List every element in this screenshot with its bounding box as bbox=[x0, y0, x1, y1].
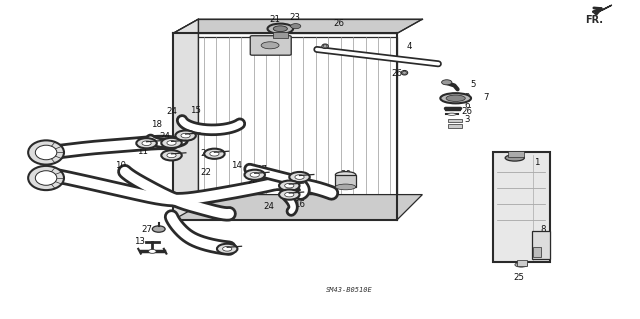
Bar bbox=[517, 260, 527, 266]
Circle shape bbox=[181, 133, 190, 138]
Circle shape bbox=[148, 249, 156, 253]
Bar bbox=[335, 175, 356, 187]
Ellipse shape bbox=[505, 155, 524, 161]
Bar bbox=[533, 247, 541, 257]
Circle shape bbox=[210, 152, 219, 156]
Text: 24: 24 bbox=[247, 177, 259, 186]
Text: 21: 21 bbox=[269, 15, 281, 24]
Circle shape bbox=[167, 153, 176, 158]
Ellipse shape bbox=[335, 172, 356, 178]
Bar bbox=[508, 151, 524, 157]
Circle shape bbox=[204, 149, 225, 159]
Circle shape bbox=[285, 183, 294, 188]
Ellipse shape bbox=[35, 171, 57, 185]
Circle shape bbox=[223, 247, 232, 251]
Text: 10: 10 bbox=[115, 161, 126, 170]
Polygon shape bbox=[173, 195, 422, 220]
Circle shape bbox=[291, 24, 301, 29]
Bar bbox=[448, 124, 462, 128]
Text: 12: 12 bbox=[31, 174, 43, 183]
Text: FR.: FR. bbox=[585, 15, 603, 25]
Ellipse shape bbox=[268, 24, 293, 34]
Text: 18: 18 bbox=[151, 120, 163, 129]
Text: 16: 16 bbox=[294, 200, 305, 209]
Circle shape bbox=[217, 244, 237, 254]
Text: 24: 24 bbox=[166, 107, 177, 116]
Text: 5: 5 bbox=[471, 80, 476, 89]
Circle shape bbox=[142, 141, 151, 145]
FancyBboxPatch shape bbox=[250, 36, 291, 55]
Text: 17: 17 bbox=[255, 165, 267, 174]
Circle shape bbox=[250, 173, 259, 177]
Text: 24: 24 bbox=[263, 202, 275, 211]
Text: 25: 25 bbox=[513, 273, 524, 282]
Ellipse shape bbox=[322, 44, 328, 48]
Ellipse shape bbox=[35, 145, 57, 160]
Text: 7: 7 bbox=[484, 93, 489, 102]
Circle shape bbox=[136, 138, 157, 148]
Text: 26: 26 bbox=[333, 19, 345, 28]
Text: 2: 2 bbox=[465, 93, 470, 102]
Circle shape bbox=[244, 170, 265, 180]
Text: 4: 4 bbox=[407, 42, 412, 51]
Polygon shape bbox=[594, 5, 612, 14]
Text: 9: 9 bbox=[92, 145, 97, 154]
Circle shape bbox=[442, 80, 452, 85]
Text: 27: 27 bbox=[141, 225, 153, 234]
Text: 15: 15 bbox=[189, 106, 201, 115]
Text: 13: 13 bbox=[134, 237, 145, 246]
Polygon shape bbox=[173, 19, 198, 220]
Text: 11: 11 bbox=[136, 147, 148, 156]
Bar bbox=[173, 37, 397, 209]
Circle shape bbox=[295, 175, 304, 179]
Text: 26: 26 bbox=[461, 107, 473, 116]
Circle shape bbox=[152, 226, 165, 232]
Bar bbox=[532, 231, 550, 259]
Ellipse shape bbox=[515, 263, 527, 267]
Ellipse shape bbox=[323, 45, 327, 48]
Ellipse shape bbox=[261, 42, 279, 49]
Ellipse shape bbox=[401, 70, 408, 75]
Circle shape bbox=[175, 130, 196, 141]
Circle shape bbox=[167, 141, 176, 145]
Ellipse shape bbox=[28, 166, 64, 190]
Text: 22: 22 bbox=[200, 168, 212, 177]
Text: 24: 24 bbox=[159, 132, 171, 141]
Bar bbox=[448, 119, 462, 122]
Text: 20: 20 bbox=[340, 170, 351, 179]
Text: 14: 14 bbox=[231, 161, 243, 170]
Ellipse shape bbox=[28, 140, 64, 165]
Text: 3: 3 bbox=[465, 115, 470, 124]
Circle shape bbox=[161, 150, 182, 160]
Circle shape bbox=[285, 192, 294, 197]
Text: 23: 23 bbox=[289, 13, 300, 22]
Text: 26: 26 bbox=[391, 69, 403, 78]
Text: 6: 6 bbox=[465, 101, 470, 110]
Ellipse shape bbox=[403, 71, 406, 74]
Text: 19: 19 bbox=[256, 39, 266, 48]
Circle shape bbox=[279, 189, 300, 200]
Text: 24: 24 bbox=[200, 149, 212, 158]
Text: 8: 8 bbox=[540, 225, 545, 234]
Text: SM43-B0510E: SM43-B0510E bbox=[325, 287, 372, 293]
Circle shape bbox=[161, 138, 182, 148]
Text: 11: 11 bbox=[220, 244, 231, 253]
Circle shape bbox=[279, 181, 300, 191]
Bar bbox=[273, 32, 288, 38]
Circle shape bbox=[289, 172, 310, 182]
Ellipse shape bbox=[447, 113, 456, 115]
Polygon shape bbox=[173, 19, 422, 33]
Ellipse shape bbox=[273, 26, 287, 32]
Ellipse shape bbox=[335, 184, 356, 190]
Text: 1: 1 bbox=[534, 158, 539, 167]
Ellipse shape bbox=[440, 93, 471, 103]
Text: 12: 12 bbox=[31, 148, 43, 157]
FancyBboxPatch shape bbox=[493, 152, 550, 262]
Ellipse shape bbox=[446, 95, 465, 101]
